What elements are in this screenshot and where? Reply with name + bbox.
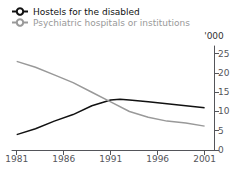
svg-text:20: 20	[218, 68, 230, 78]
svg-text:Hostels for the disabled: Hostels for the disabled	[33, 7, 140, 17]
svg-text:'000: '000	[204, 31, 224, 41]
svg-text:2001: 2001	[193, 154, 216, 164]
svg-text:0: 0	[218, 145, 224, 155]
svg-text:1996: 1996	[146, 154, 169, 164]
svg-text:5: 5	[218, 126, 224, 136]
svg-text:15: 15	[218, 87, 229, 97]
svg-text:1991: 1991	[99, 154, 122, 164]
svg-text:25: 25	[218, 49, 229, 59]
svg-text:1986: 1986	[52, 154, 75, 164]
svg-text:10: 10	[218, 106, 230, 116]
svg-text:Psychiatric hospitals or insti: Psychiatric hospitals or institutions	[33, 18, 190, 28]
svg-text:1981: 1981	[5, 154, 28, 164]
